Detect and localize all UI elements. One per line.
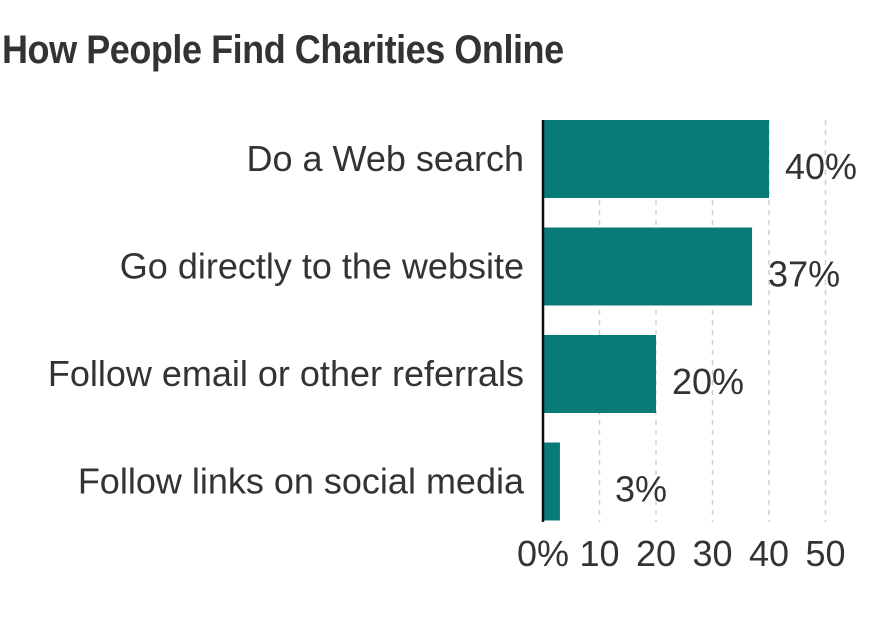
category-label-3: Follow email or other referrals — [48, 353, 524, 394]
x-tick-label-40: 40 — [749, 533, 789, 574]
x-axis-ticks: 0% 10 20 30 40 50 — [517, 533, 846, 574]
value-label-4: 3% — [615, 469, 667, 510]
value-label-2: 37% — [768, 254, 840, 295]
x-tick-label-10: 10 — [579, 533, 619, 574]
bar-2 — [543, 227, 753, 306]
value-label-3: 20% — [672, 361, 744, 402]
grid-lines — [598, 120, 827, 522]
value-labels: 40% 37% 20% 3% — [615, 146, 857, 510]
category-label-1: Do a Web search — [247, 138, 524, 179]
chart-title: How People Find Charities Online — [2, 28, 564, 72]
bar-4 — [543, 442, 560, 521]
bar-1 — [543, 120, 769, 198]
x-tick-label-0: 0% — [517, 533, 569, 574]
x-tick-label-30: 30 — [692, 533, 732, 574]
category-labels: Do a Web search Go directly to the websit… — [48, 138, 525, 502]
bars — [543, 120, 769, 521]
value-label-1: 40% — [785, 146, 857, 187]
bar-3 — [543, 335, 656, 413]
category-label-2: Go directly to the website — [120, 246, 524, 287]
x-tick-label-50: 50 — [805, 533, 845, 574]
category-label-4: Follow links on social media — [78, 461, 525, 502]
x-tick-label-20: 20 — [636, 533, 676, 574]
